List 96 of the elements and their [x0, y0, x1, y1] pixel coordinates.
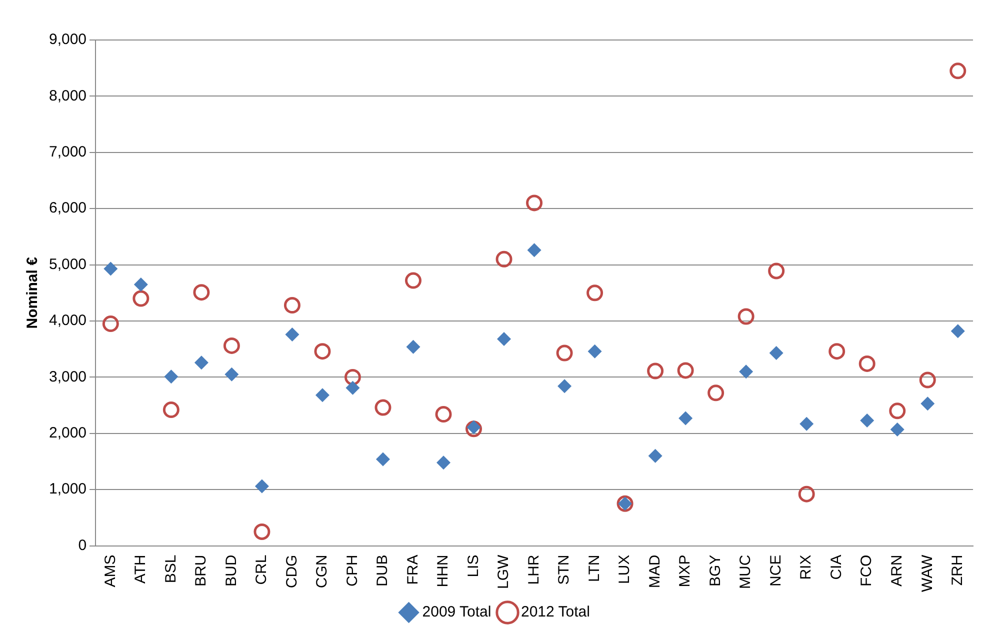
point — [708, 384, 724, 402]
x-tick-label: FRA — [404, 554, 422, 585]
x-tick-label: STN — [556, 554, 573, 585]
point — [889, 402, 906, 420]
point — [527, 243, 542, 258]
x-tick-label: HHN — [434, 554, 452, 588]
y-tick-label: 9,000 — [48, 31, 87, 48]
point — [858, 355, 876, 372]
point — [404, 272, 422, 289]
x-tick-label: BRU — [192, 554, 210, 586]
point — [194, 356, 208, 370]
legend-label: 2012 Total — [521, 604, 590, 621]
x-tick-label: MUC — [737, 554, 754, 589]
point — [436, 456, 450, 470]
x-tick-label: BSL — [162, 554, 180, 584]
x-tick-label: LTN — [586, 554, 603, 582]
point — [254, 523, 270, 540]
x-tick-label: MAD — [646, 554, 664, 588]
x-tick-label: ARN — [888, 554, 906, 586]
point — [586, 284, 604, 302]
point — [406, 340, 420, 354]
x-tick-label: NCE — [767, 554, 784, 586]
point — [648, 448, 662, 463]
x-tick-label: AMS — [102, 554, 119, 588]
point — [920, 396, 935, 411]
point — [890, 422, 904, 436]
x-tick-label: MXP — [676, 554, 694, 588]
point — [346, 380, 360, 395]
y-axis-title: Nominal € — [24, 256, 42, 329]
x-tick-label: RIX — [798, 554, 815, 580]
point — [466, 420, 481, 434]
point — [678, 411, 693, 426]
point — [738, 308, 754, 325]
point — [677, 362, 694, 379]
x-tick-label: CIA — [828, 554, 845, 580]
point — [768, 262, 785, 280]
point — [739, 364, 754, 379]
point — [134, 277, 148, 292]
point — [588, 344, 602, 358]
y-tick-label: 2,000 — [48, 424, 87, 442]
point — [497, 332, 512, 346]
x-tick-label: LHR — [525, 554, 542, 585]
x-tick-label: ZRH — [949, 554, 966, 586]
point — [193, 284, 210, 301]
point — [224, 367, 239, 382]
x-tick-label: FCO — [858, 554, 876, 586]
point — [466, 420, 482, 438]
point — [558, 379, 572, 394]
point — [315, 388, 330, 402]
point — [162, 402, 180, 418]
point — [285, 327, 300, 342]
point — [164, 370, 178, 384]
y-tick-label: 6,000 — [48, 200, 87, 217]
point — [223, 337, 240, 354]
point — [104, 262, 118, 276]
point — [374, 399, 392, 416]
point — [828, 343, 846, 360]
y-tick-label: 4,000 — [48, 312, 87, 330]
y-tick-label: 1,000 — [48, 480, 87, 498]
y-tick-label: 8,000 — [48, 87, 87, 104]
y-tick-label: 0 — [78, 536, 87, 554]
point — [102, 316, 119, 332]
x-tick-label: CGN — [314, 554, 331, 588]
y-tick-label: 3,000 — [48, 368, 87, 386]
point — [769, 346, 784, 360]
point — [344, 368, 361, 386]
x-tick-label: WAW — [918, 554, 936, 592]
y-tick-label: 7,000 — [48, 144, 87, 161]
point — [950, 62, 966, 80]
point — [314, 343, 331, 360]
point — [950, 324, 965, 338]
x-tick-label: LGW — [495, 554, 512, 589]
point — [800, 416, 814, 431]
point — [798, 486, 815, 502]
legend-label: 2009 Total — [422, 604, 492, 621]
point — [254, 479, 269, 494]
x-tick-label: CDG — [283, 554, 300, 588]
point — [860, 413, 874, 428]
point — [376, 452, 390, 466]
point — [435, 406, 452, 423]
point — [284, 297, 300, 314]
point — [556, 344, 573, 362]
point — [526, 194, 543, 212]
x-tick-label: CRL — [253, 554, 270, 585]
point — [132, 290, 150, 307]
x-tick-label: DUB — [374, 554, 392, 586]
x-tick-label: BUD — [222, 554, 240, 586]
x-tick-label: ATH — [132, 554, 150, 584]
point — [919, 372, 936, 388]
x-tick-label: BGY — [706, 554, 724, 586]
point — [647, 362, 664, 380]
point — [496, 250, 512, 268]
x-tick-label: LUX — [616, 554, 634, 584]
y-tick-label: 5,000 — [48, 256, 87, 273]
x-tick-label: LIS — [464, 554, 482, 578]
x-tick-label: CPH — [344, 554, 361, 586]
